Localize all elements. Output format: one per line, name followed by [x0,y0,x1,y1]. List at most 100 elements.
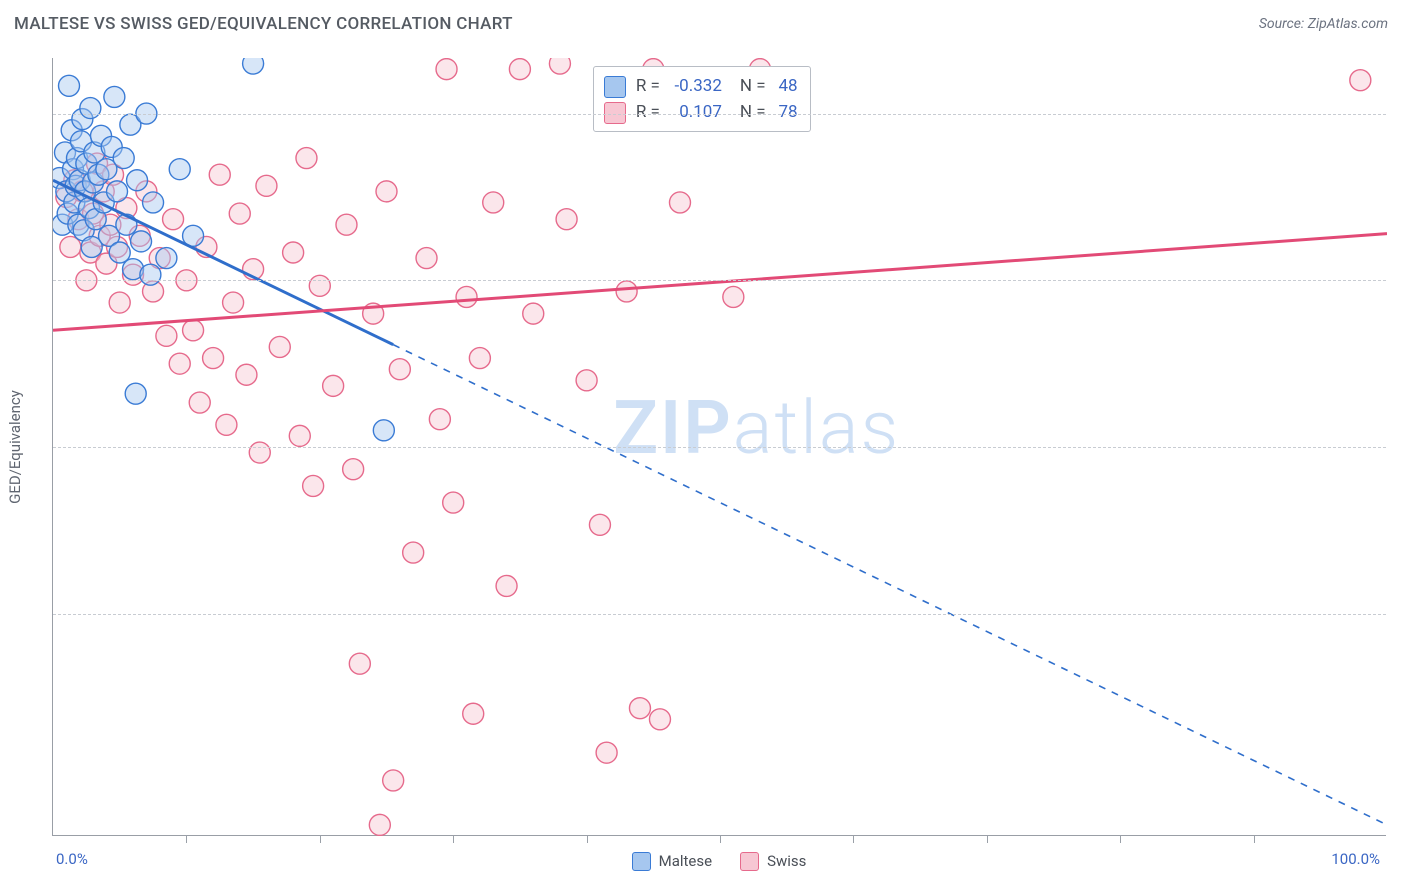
r-value: -0.332 [664,73,740,99]
scatter-point [256,175,277,196]
scatter-point [336,214,357,235]
trend-line-extrapolated [393,345,1387,825]
scatter-point [343,459,364,480]
legend-entry: Maltese [632,852,712,871]
scatter-point [403,542,424,563]
grid-line [53,614,1386,615]
grid-line [53,114,1386,115]
x-tick [720,835,721,843]
scatter-point [163,209,184,230]
scatter-point [143,192,164,213]
scatter-point [723,286,744,307]
y-axis-label: GED/Equivalency [6,390,24,504]
scatter-point [269,336,290,357]
scatter-point [416,248,437,269]
scatter-point [127,170,148,191]
scatter-point [556,209,577,230]
x-axis-area: 0.0% MalteseSwiss 100.0% [52,846,1386,876]
n-value: 78 [770,99,798,125]
n-label: N = [740,73,770,99]
x-tick [320,835,321,843]
scatter-point [523,303,544,324]
x-axis-max-label: 100.0% [1331,850,1380,868]
scatter-point [549,58,570,74]
x-tick [453,835,454,843]
x-tick [987,835,988,843]
scatter-point [596,742,617,763]
scatter-point [223,292,244,313]
bottom-legend: Maltese Swiss [52,846,1386,876]
scatter-point [289,425,310,446]
scatter-point [156,248,177,269]
r-value: 0.107 [664,99,740,125]
stats-row: R =0.107N =78 [604,99,798,125]
scatter-point [349,653,370,674]
chart-header: MALTESE VS SWISS GED/EQUIVALENCY CORRELA… [0,0,1406,48]
scatter-point [109,292,130,313]
scatter-point [216,414,237,435]
scatter-point [429,409,450,430]
x-tick [1254,835,1255,843]
scatter-point [249,442,270,463]
y-tick-label: 55.0% [1394,605,1406,623]
legend-entry: Swiss [740,852,806,871]
grid-line [53,280,1386,281]
correlation-stats-box: R =-0.332N =48R =0.107N =78 [593,66,811,132]
legend-swatch [632,852,651,871]
scatter-point [125,383,146,404]
scatter-point [209,164,230,185]
scatter-point [283,242,304,263]
scatter-point [296,148,317,169]
scatter-point [496,575,517,596]
n-label: N = [740,99,770,125]
plot-frame: ZIPatlas R =-0.332N =48R =0.107N =78 55.… [52,58,1386,836]
scatter-point [616,281,637,302]
scatter-point [436,59,457,80]
scatter-point [169,159,190,180]
scatter-point [80,98,101,119]
x-tick [853,835,854,843]
scatter-point [183,320,204,341]
plot-area: ZIPatlas R =-0.332N =48R =0.107N =78 55.… [53,58,1386,835]
scatter-point [469,348,490,369]
x-tick [587,835,588,843]
scatter-point [323,375,344,396]
scatter-point [576,370,597,391]
legend-swatch [740,852,759,871]
series-swatch [604,76,626,98]
scatter-point [373,420,394,441]
series-swatch [604,102,626,124]
scatter-point [369,814,390,835]
scatter-point [169,353,190,374]
scatter-point [669,192,690,213]
scatter-point [456,286,477,307]
trend-line [53,234,1387,331]
scatter-point [483,192,504,213]
scatter-point [140,264,161,285]
scatter-point [59,75,80,96]
scatter-point [589,514,610,535]
scatter-point [389,359,410,380]
chart-title: MALTESE VS SWISS GED/EQUIVALENCY CORRELA… [14,14,513,34]
scatter-point [156,325,177,346]
scatter-point [509,59,530,80]
grid-line [53,447,1386,448]
y-tick-label: 85.0% [1394,271,1406,289]
scatter-point [649,709,670,730]
source-attribution: Source: ZipAtlas.com [1259,16,1388,32]
scatter-point [104,86,125,107]
scatter-point [229,203,250,224]
r-label: R = [636,73,664,99]
scatter-point [629,698,650,719]
y-tick-label: 100.0% [1394,105,1406,123]
scatter-point [376,181,397,202]
scatter-point [243,58,264,74]
scatter-point [113,148,134,169]
n-value: 48 [770,73,798,99]
scatter-point [303,475,324,496]
r-label: R = [636,99,664,125]
scatter-point [309,275,330,296]
y-tick-label: 70.0% [1394,438,1406,456]
x-tick [186,835,187,843]
scatter-point [383,770,404,791]
